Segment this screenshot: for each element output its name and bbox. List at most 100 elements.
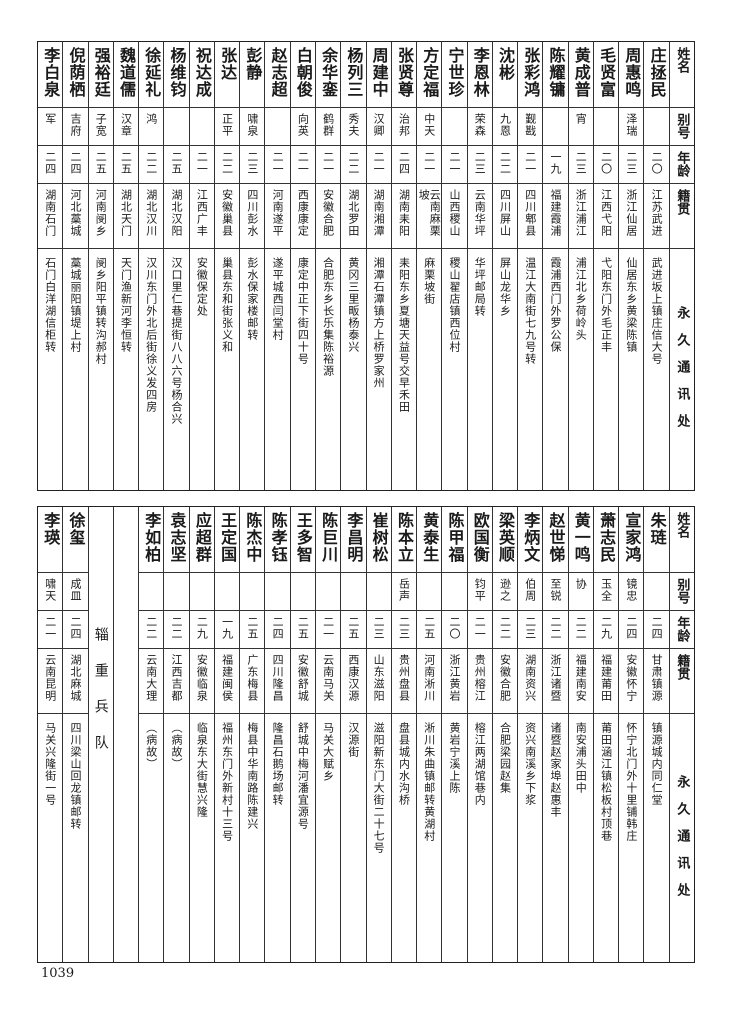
person-origin-text: 湖南耒阳 [397, 189, 411, 237]
person-address-text: 怀宁北门外十里铺韩庄 [624, 722, 638, 842]
person-alias-text: 觐戡 [523, 113, 537, 137]
person-age: 二二 [543, 611, 568, 649]
person-origin: 河南淅川 [417, 649, 442, 714]
person-alias: 汉卿 [366, 108, 391, 146]
person-age-text: 二五 [94, 151, 108, 175]
person-age: 一九 [543, 146, 568, 184]
person-age-text: 二二 [346, 151, 360, 175]
person-age-text: 二四 [271, 616, 285, 640]
person-name-text: 周建中 [369, 47, 389, 98]
person-origin: 湖北汉川 [139, 184, 164, 249]
person-alias [265, 108, 290, 146]
person-origin: 贵州盘县 [391, 649, 417, 714]
person-alias: 啸泉 [240, 108, 265, 146]
person-origin: 西康汉源 [341, 649, 366, 714]
person-address-text: 隆昌石鹅场邮转 [271, 722, 285, 806]
person-address-text: 合肥东乡长乐集陈裕源 [321, 257, 335, 377]
person-alias [644, 573, 669, 611]
person-age-text: 二九 [195, 616, 209, 640]
person-name: 周建中 [366, 42, 391, 108]
person-address: 仙居东乡黄梁陈镇 [619, 249, 643, 490]
person-age: 二四 [391, 146, 417, 184]
person-alias [265, 573, 290, 611]
person-alias [593, 108, 619, 146]
person-address-text: 稷山翟店镇西位村 [447, 257, 461, 353]
person-record: 周建中 汉卿 二一 湖南湘潭 湘潭石潭镇方上桥罗家州 [365, 42, 391, 490]
person-age: 二一 [316, 146, 341, 184]
person-record: 徐玺 成皿 二四 湖北麻城 四川梁山回龙镇邮转 [62, 507, 88, 962]
person-name-text: 张达 [218, 47, 238, 81]
person-origin: 山东滋阳 [366, 649, 391, 714]
person-alias [341, 573, 366, 611]
person-name-text: 梁英顺 [496, 512, 515, 563]
person-alias: 治邦 [391, 108, 417, 146]
person-age-text: 二一 [422, 151, 436, 175]
person-address: 湘潭石潭镇方上桥罗家州 [367, 249, 391, 490]
person-alias-text: 正平 [220, 113, 234, 137]
person-address-text: 遂平城西闫堂村 [271, 257, 285, 341]
person-origin: 湖北天门 [113, 184, 139, 249]
person-origin-text: 云南麻栗坡 [417, 189, 442, 237]
person-origin-text: 福建闽侯 [220, 654, 234, 702]
person-origin-text: 湖北汉阳 [170, 189, 184, 237]
person-alias-text: 钧平 [473, 578, 487, 602]
person-origin: 四川屏山 [492, 184, 518, 249]
person-origin: 云南麻栗坡 [417, 184, 442, 249]
person-name: 应超群 [189, 507, 214, 573]
person-age-text: 二三 [624, 151, 638, 175]
person-address: 福州东门外新村十三号 [215, 714, 239, 962]
person-name-text: 李昌明 [344, 512, 364, 563]
person-record: 赵世悌 至锐 二二 浙江诸暨 诸暨赵家埠赵惠丰 [542, 507, 568, 962]
person-address-text: 麻栗坡街 [422, 257, 436, 305]
person-alias-text: 至锐 [549, 578, 563, 602]
person-name: 杨列三 [341, 42, 366, 108]
person-name-text: 黄一鸣 [571, 512, 591, 563]
person-address-text: 屏山龙华乡 [498, 257, 512, 317]
person-name: 张达 [214, 42, 240, 108]
person-record: 庄拯民 二〇 江苏武进 武进坂上镇庄信大号 [643, 42, 669, 490]
person-origin: 山西稷山 [442, 184, 467, 249]
person-name: 李白泉 [38, 42, 63, 108]
person-age-text: 二四 [397, 151, 411, 175]
person-origin: 江西吉都 [164, 649, 189, 714]
person-alias-text: 九恩 [498, 113, 512, 137]
header-address-text: 永久通讯处 [674, 306, 690, 441]
person-name-text: 李瑛 [41, 512, 61, 546]
person-age: 一九 [214, 611, 240, 649]
person-address: 华坪邮局转 [468, 249, 492, 490]
person-alias [644, 108, 669, 146]
person-address-text: 诸暨赵家埠赵惠丰 [549, 722, 563, 818]
person-name-text: 陈巨川 [319, 512, 339, 563]
person-origin-text: 广东梅县 [245, 654, 259, 702]
person-age: 二二 [568, 611, 593, 649]
person-origin: 四川郫县 [518, 184, 543, 249]
person-age-text: 二四 [650, 616, 664, 640]
person-address-text: 梅县中华南路陈建兴 [245, 722, 259, 830]
person-name: 王定国 [214, 507, 240, 573]
person-origin: 福建莆田 [593, 649, 619, 714]
person-alias: 岳声 [391, 573, 417, 611]
person-name: 赵世悌 [543, 507, 568, 573]
person-origin-text: 四川郫县 [523, 189, 537, 237]
person-age-text: 二二 [144, 151, 158, 175]
person-alias [164, 108, 189, 146]
person-address-text: 黄冈三里畈杨泰兴 [346, 257, 360, 353]
person-record: 李恩林 荣森 二三 云南华坪 华坪邮局转 [466, 42, 492, 490]
person-alias-text: 荣森 [473, 113, 487, 137]
person-alias-text: 治邦 [397, 113, 411, 137]
person-name: 宁世珍 [442, 42, 467, 108]
person-origin: 福建霞浦 [543, 184, 568, 249]
person-origin: 湖北麻城 [63, 649, 88, 714]
person-origin: 甘肃镇源 [644, 649, 669, 714]
person-address-text: 黄岩宁溪上陈 [447, 722, 461, 794]
person-origin: 云南马关 [316, 649, 341, 714]
section-label-column-cell-text: 辎重兵队 [92, 627, 109, 771]
person-name: 萧志民 [593, 507, 619, 573]
person-alias: 玉全 [593, 573, 619, 611]
person-address-text: 淅川朱曲镇邮转黄湖村 [422, 722, 436, 842]
person-origin-text: 浙江黄岩 [447, 654, 461, 702]
person-alias [316, 573, 341, 611]
person-record: 李如柏 二二 云南大理 （病故） [138, 507, 164, 962]
header-name: 姓名 [669, 42, 694, 108]
person-age: 二五 [164, 146, 189, 184]
